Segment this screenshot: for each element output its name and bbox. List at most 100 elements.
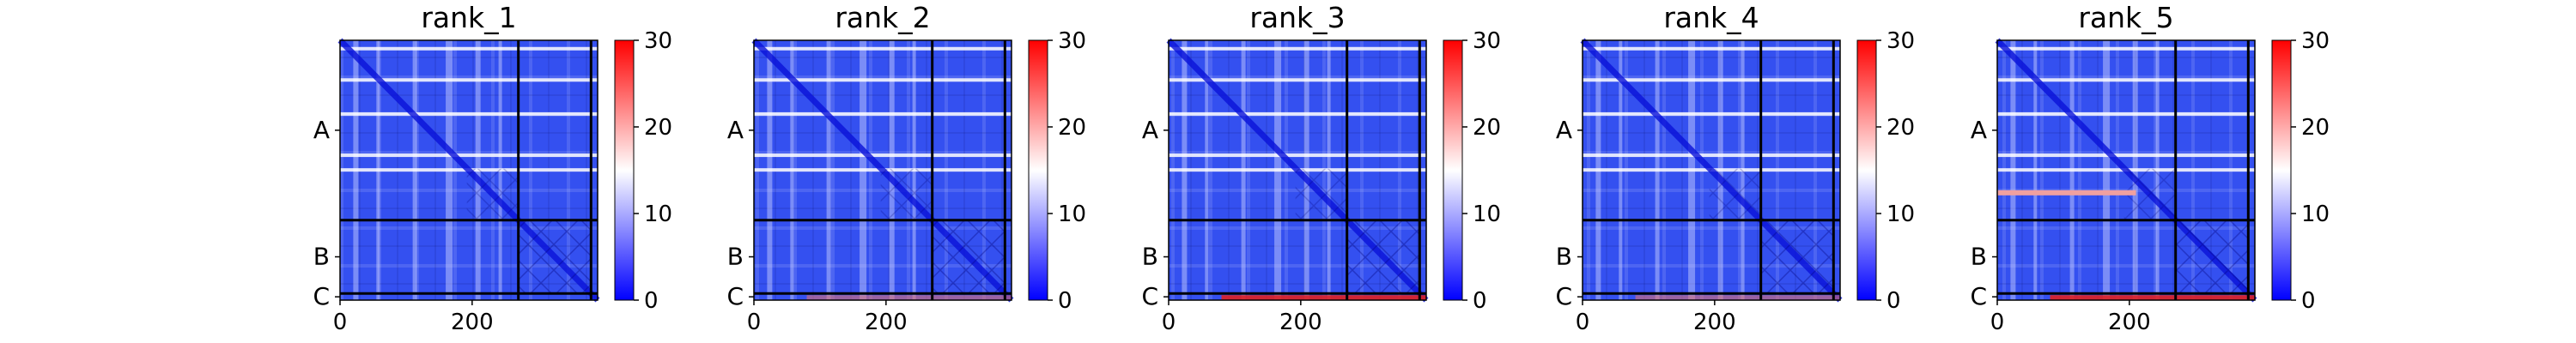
y-tick-label: A <box>1142 116 1158 144</box>
heatmap-band <box>1583 78 1840 82</box>
x-tick-label: 200 <box>1279 310 1322 335</box>
heatmap-block-a <box>1709 168 1761 220</box>
y-tick-label: C <box>1555 282 1572 310</box>
heatmap-block-b <box>932 220 1005 294</box>
heatmap-red-band <box>2050 295 2255 300</box>
x-tick-label: 0 <box>747 310 762 335</box>
heatmap-band <box>340 153 598 158</box>
heatmap-band <box>1997 46 2255 51</box>
x-tick-label: 0 <box>1162 310 1176 335</box>
colorbar <box>1028 39 1048 301</box>
heatmap-band <box>754 111 1012 116</box>
heatmap-frame <box>753 39 1012 301</box>
colorbar-tick-label: 30 <box>2301 28 2330 54</box>
y-tick-label: B <box>727 243 744 271</box>
heatmap-band <box>340 78 598 82</box>
heatmap-band <box>1583 153 1840 158</box>
colorbar-tick-label: 10 <box>644 202 672 227</box>
panel-title: rank_4 <box>1663 1 1759 34</box>
heatmap-block-a <box>466 168 519 220</box>
x-tick-label: 0 <box>1576 310 1590 335</box>
y-tick-label: A <box>1971 116 1987 144</box>
heatmap-band <box>340 46 598 51</box>
heatmap-band <box>1169 153 1426 158</box>
colorbar-tick-label: 10 <box>1058 202 1086 227</box>
panel-title: rank_5 <box>2078 1 2173 34</box>
colorbar-tick-label: 0 <box>1473 288 1487 314</box>
y-tick-label: A <box>1556 116 1572 144</box>
colorbar-tick-label: 10 <box>2301 202 2330 227</box>
colorbar-tick-label: 30 <box>1473 28 1501 54</box>
y-tick-label: B <box>313 243 330 271</box>
colorbar-tick-label: 20 <box>1886 115 1915 141</box>
x-tick-label: 0 <box>333 310 348 335</box>
colorbar <box>1856 39 1877 301</box>
colorbar-tick-label: 0 <box>1886 288 1901 314</box>
heatmap-band <box>1997 78 2255 82</box>
heatmap-block-b <box>518 220 592 294</box>
colorbar-tick-label: 20 <box>1058 115 1086 141</box>
heatmap-band <box>1997 111 2255 116</box>
heatmap-band <box>754 153 1012 158</box>
y-tick-label: C <box>1141 282 1158 310</box>
colorbar-tick-label: 30 <box>644 28 672 54</box>
heatmap-band <box>754 46 1012 51</box>
colorbar-tick-label: 30 <box>1886 28 1915 54</box>
heatmap-red-band <box>1635 295 1840 300</box>
y-tick-label: C <box>1970 282 1987 310</box>
colorbar <box>1443 39 1463 301</box>
x-tick-label: 200 <box>1693 310 1736 335</box>
colorbar-tick-label: 30 <box>1058 28 1086 54</box>
heatmap-band <box>1583 111 1840 116</box>
panel-title: rank_3 <box>1249 1 1345 34</box>
panel-title: rank_2 <box>835 1 930 34</box>
heatmap-band <box>1583 46 1840 51</box>
x-tick-label: 200 <box>865 310 908 335</box>
heatmap-band <box>1169 46 1426 51</box>
colorbar-tick-label: 10 <box>1473 202 1501 227</box>
colorbar-tick-label: 0 <box>2301 288 2316 314</box>
heatmap-hot-row <box>1997 190 2136 196</box>
x-tick-label: 0 <box>1990 310 2005 335</box>
heatmap-block-b <box>2175 220 2249 294</box>
heatmap-frame <box>1996 39 2256 301</box>
y-tick-label: C <box>726 282 744 310</box>
y-tick-label: B <box>1971 243 1987 271</box>
heatmap-band <box>1169 111 1426 116</box>
heatmap-band <box>340 111 598 116</box>
colorbar-tick-label: 20 <box>1473 115 1501 141</box>
colorbar-tick-label: 0 <box>1058 288 1072 314</box>
x-tick-label: 200 <box>2108 310 2151 335</box>
colorbar-tick-label: 20 <box>2301 115 2330 141</box>
y-tick-label: A <box>313 116 330 144</box>
y-tick-label: B <box>1556 243 1572 271</box>
y-tick-label: C <box>313 282 330 310</box>
heatmap-band <box>1997 153 2255 158</box>
y-tick-label: B <box>1142 243 1158 271</box>
heatmap-block-a <box>1295 168 1347 220</box>
heatmap-block-a <box>880 168 933 220</box>
heatmap-red-band <box>1221 295 1426 300</box>
colorbar <box>614 39 635 301</box>
heatmap-red-band <box>806 295 1012 300</box>
colorbar-tick-label: 20 <box>644 115 672 141</box>
heatmap-frame <box>1168 39 1427 301</box>
heatmap-block-b <box>1760 220 1834 294</box>
x-tick-label: 200 <box>451 310 494 335</box>
y-tick-label: A <box>727 116 744 144</box>
heatmap-band <box>1169 78 1426 82</box>
panel-title: rank_1 <box>421 1 516 34</box>
colorbar <box>2271 39 2292 301</box>
heatmap-frame <box>1582 39 1841 301</box>
heatmap-block-b <box>1346 220 1420 294</box>
colorbar-tick-label: 10 <box>1886 202 1915 227</box>
heatmap-band <box>754 78 1012 82</box>
heatmap-frame <box>339 39 598 301</box>
colorbar-tick-label: 0 <box>644 288 659 314</box>
